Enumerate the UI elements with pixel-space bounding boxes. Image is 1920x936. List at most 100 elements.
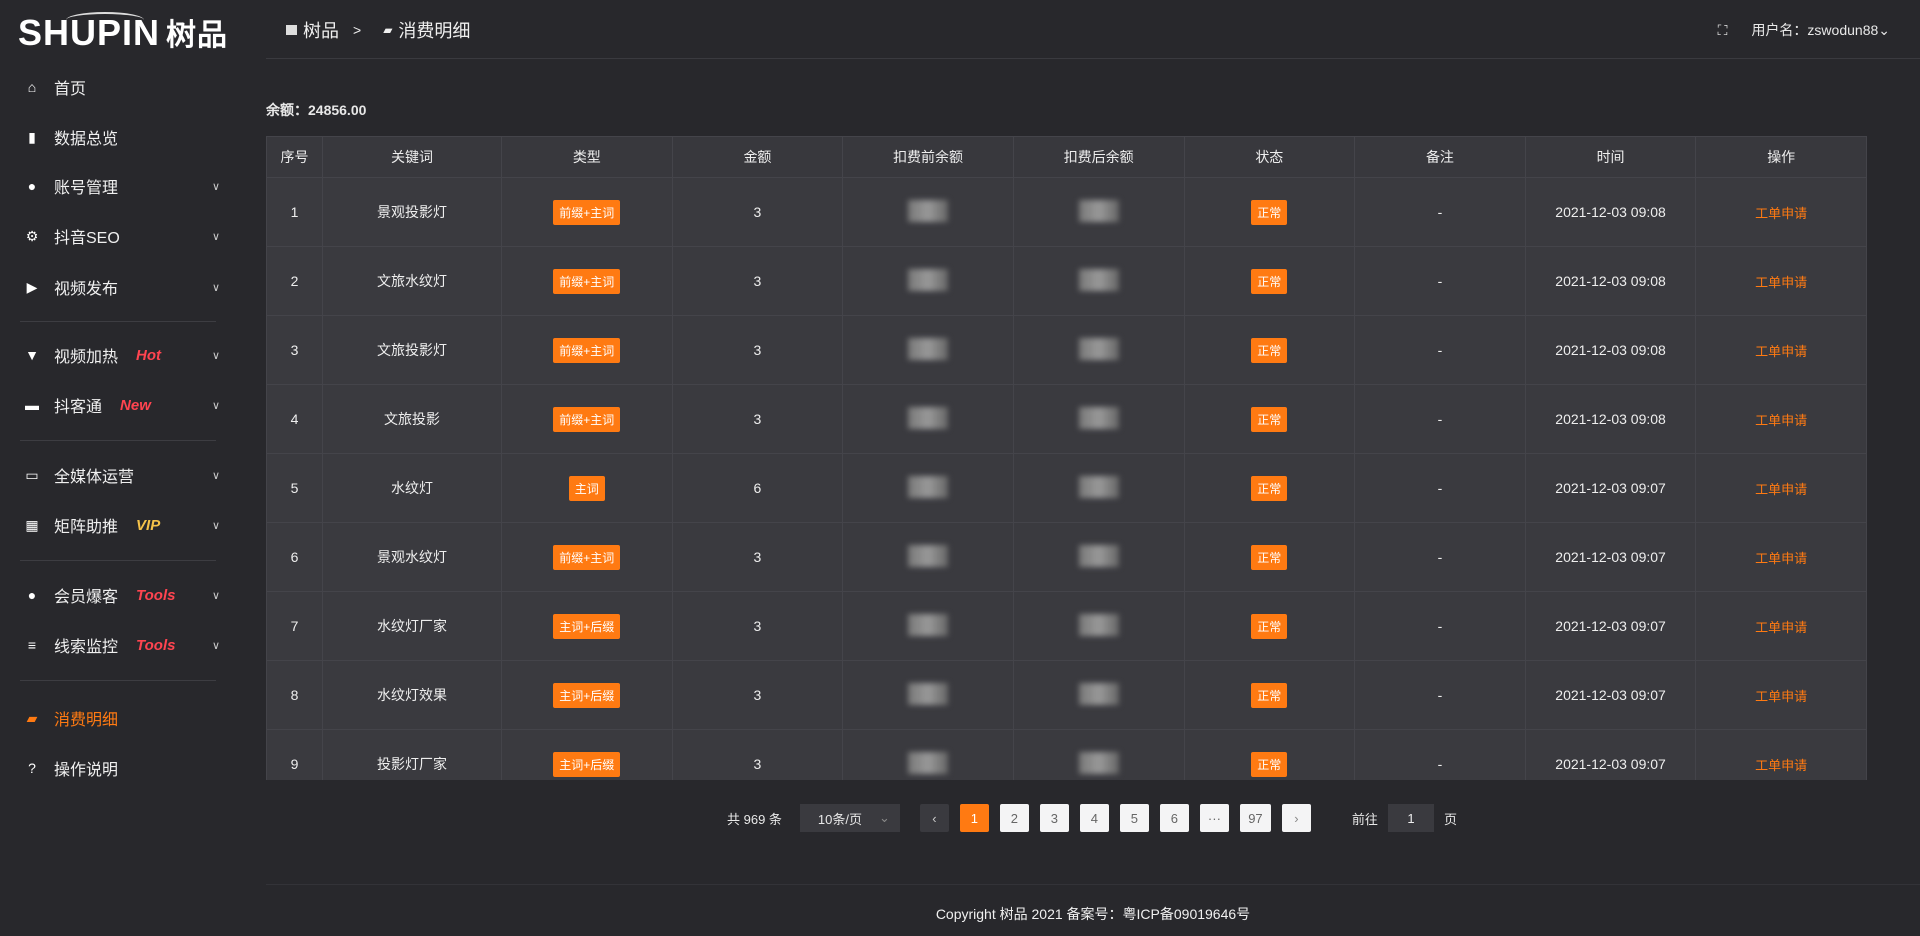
user-icon: ● — [27, 587, 37, 603]
sidebar-item-label: 抖音SEO — [54, 230, 120, 247]
sidebar-item[interactable]: ▼ 视频加热 Hot ∨ — [0, 337, 230, 373]
page-button[interactable]: 97 — [1239, 804, 1271, 832]
cell — [842, 522, 1014, 592]
ticket-request-link[interactable]: 工单申请 — [1755, 619, 1808, 635]
cell — [1012, 522, 1185, 592]
blurred-balance — [908, 751, 949, 774]
cell: 2021-12-03 09:08 — [1524, 177, 1697, 247]
cell: 主词+后缀 — [501, 591, 673, 661]
cell: 1 — [266, 177, 323, 247]
cell: 工单申请 — [1695, 453, 1867, 523]
cell: 前缀+主词 — [501, 522, 673, 592]
page-button[interactable]: ··· — [1199, 804, 1229, 832]
sidebar-item[interactable]: ▬ 抖客通 New ∨ — [0, 387, 230, 423]
next-page-button[interactable]: › — [1281, 804, 1311, 832]
chevron-down-icon: ∨ — [211, 349, 220, 362]
cell: 工单申请 — [1695, 246, 1867, 316]
sidebar-item-label: 会员爆客 — [54, 589, 119, 606]
cell — [842, 384, 1014, 454]
chevron-down-icon: ⌄ — [879, 810, 890, 825]
sidebar-item[interactable]: ▦ 矩阵助推 VIP ∨ — [0, 507, 230, 543]
page-button[interactable]: 1 — [959, 804, 989, 832]
sidebar-item-label: 账号管理 — [54, 180, 119, 197]
cell: 工单申请 — [1695, 729, 1867, 780]
page-size-select[interactable]: 10条/页 ⌄ — [799, 804, 900, 832]
blurred-balance — [908, 406, 949, 429]
cell: 2021-12-03 09:07 — [1524, 591, 1697, 661]
page-button[interactable]: 2 — [999, 804, 1029, 832]
cell — [842, 729, 1014, 780]
sidebar-item[interactable]: ● 账号管理 ∨ — [0, 168, 230, 204]
sidebar-item[interactable]: ⚙ 抖音SEO ∨ — [0, 218, 230, 254]
ticket-request-link[interactable]: 工单申请 — [1755, 481, 1808, 497]
table-row: 1 景观投影灯 前缀+主词 3 正常 -2021-12-03 09:08 工单申请 — [266, 177, 1867, 247]
fullscreen-icon[interactable]: ⛶ — [1717, 21, 1728, 38]
ticket-request-link[interactable]: 工单申请 — [1755, 688, 1808, 704]
cell: - — [1354, 177, 1526, 247]
sidebar-item[interactable]: ⌂ 首页 — [0, 69, 230, 105]
type-badge: 前缀+主词 — [553, 406, 621, 432]
cell: 投影灯厂家 — [322, 729, 502, 780]
cell: 正常 — [1183, 729, 1356, 780]
cell: 前缀+主词 — [501, 177, 673, 247]
status-badge: 正常 — [1251, 544, 1288, 570]
table-row: 4 文旅投影 前缀+主词 3 正常 -2021-12-03 09:08 工单申请 — [266, 384, 1867, 454]
ticket-request-link[interactable]: 工单申请 — [1755, 205, 1808, 221]
help-icon: ? — [28, 760, 36, 776]
column-header: 操作 — [1695, 136, 1867, 178]
sidebar-item[interactable]: ▮ 数据总览 — [0, 119, 230, 155]
divider — [20, 440, 216, 441]
table-row: 3 文旅投影灯 前缀+主词 3 正常 -2021-12-03 09:08 工单申请 — [266, 315, 1867, 385]
blurred-balance — [908, 544, 949, 567]
sidebar-item-label: 首页 — [54, 81, 87, 98]
cell: 4 — [266, 384, 323, 454]
cell — [1012, 453, 1185, 523]
blurred-balance — [1078, 751, 1119, 774]
page-button[interactable]: 6 — [1159, 804, 1189, 832]
cell: 2 — [266, 246, 323, 316]
ticket-request-link[interactable]: 工单申请 — [1755, 274, 1808, 290]
sidebar-item[interactable]: ? 操作说明 — [0, 750, 230, 786]
cell — [1012, 246, 1185, 316]
type-badge: 主词+后缀 — [553, 613, 621, 639]
sidebar-item[interactable]: ● 会员爆客 Tools ∨ — [0, 577, 230, 613]
sidebar-item[interactable]: ▰ 消费明细 — [0, 700, 230, 736]
logo[interactable]: SHUPIN 树品 — [18, 12, 228, 54]
sidebar-item[interactable]: ≡ 线索监控 Tools ∨ — [0, 627, 230, 663]
ticket-request-link[interactable]: 工单申请 — [1755, 550, 1808, 566]
blurred-balance — [1078, 475, 1119, 498]
ticket-request-link[interactable]: 工单申请 — [1755, 412, 1808, 428]
cell — [842, 315, 1014, 385]
user-menu[interactable]: 用户名：zswodun88⌄ — [1751, 20, 1890, 40]
sidebar-item-tag: VIP — [136, 516, 161, 534]
prev-page-button[interactable]: ‹ — [919, 804, 949, 832]
column-header: 金额 — [671, 136, 844, 178]
column-header: 类型 — [501, 136, 673, 178]
cell: 水纹灯厂家 — [322, 591, 502, 661]
cell — [842, 177, 1014, 247]
sidebar-item[interactable]: ▶ 视频发布 ∨ — [0, 269, 230, 305]
cell: 正常 — [1183, 522, 1356, 592]
cell: - — [1354, 522, 1526, 592]
breadcrumb-home[interactable]: 树品 — [303, 21, 339, 41]
status-badge: 正常 — [1251, 337, 1288, 363]
page-button[interactable]: 3 — [1039, 804, 1069, 832]
cell: 主词 — [501, 453, 673, 523]
page-button[interactable]: 4 — [1079, 804, 1109, 832]
goto-page-input[interactable] — [1387, 804, 1434, 832]
page-button[interactable]: 5 — [1119, 804, 1149, 832]
ticket-request-link[interactable]: 工单申请 — [1755, 343, 1808, 359]
ticket-request-link[interactable]: 工单申请 — [1755, 757, 1808, 773]
sidebar: SHUPIN 树品 ⌂ 首页 ▮ 数据总览 ● 账号管理 ∨ ⚙ 抖音SEO ∨ ▶ 视频发布 ∨ ▼ 视频加… — [0, 0, 266, 936]
sidebar-item-label: 数据总览 — [54, 131, 119, 148]
sidebar-item-tag: New — [120, 396, 151, 414]
cell: 6 — [266, 522, 323, 592]
cell: 工单申请 — [1695, 660, 1867, 730]
cell: 2021-12-03 09:07 — [1524, 453, 1697, 523]
status-badge: 正常 — [1251, 199, 1288, 225]
breadcrumb-current: 消费明细 — [398, 21, 471, 41]
sidebar-item-tag: Hot — [136, 346, 162, 364]
sidebar-item[interactable]: ▭ 全媒体运营 ∨ — [0, 457, 230, 493]
type-badge: 主词 — [568, 475, 605, 501]
